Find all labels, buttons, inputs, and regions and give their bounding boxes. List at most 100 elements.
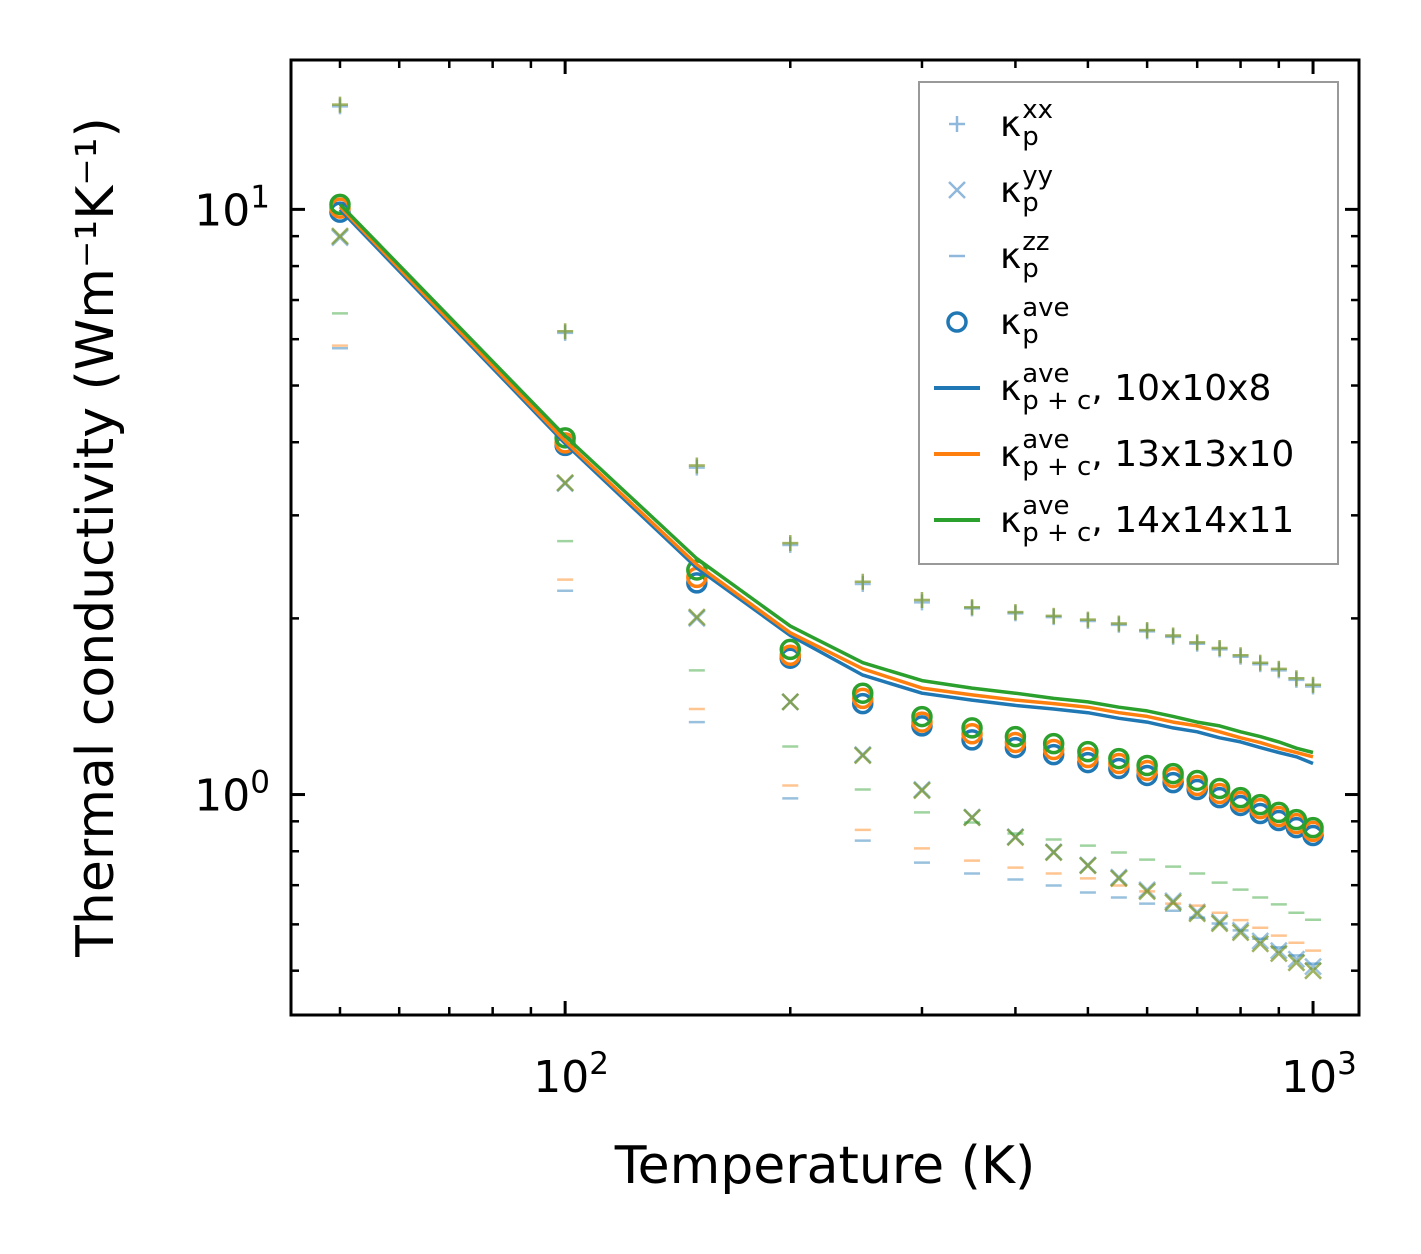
kyy-point-b: [1006, 828, 1025, 847]
kyy-point-a: [1304, 957, 1322, 976]
kxx-point: [1211, 640, 1228, 657]
kave-series-14x14x11: [329, 193, 1324, 839]
kyy-point-a: [1138, 882, 1157, 901]
legend-superscript: ave: [1022, 425, 1070, 456]
kave-point: [1268, 801, 1290, 824]
kxx-point: [1305, 676, 1322, 693]
kyy-point: [1164, 893, 1182, 912]
kyy-point-b: [1251, 934, 1270, 953]
legend-entry: κ xx p: [920, 91, 1053, 157]
kyy-point: [1287, 953, 1306, 972]
legend-superscript: ave: [1022, 293, 1070, 324]
kave-point-ring: [911, 705, 933, 728]
kave-point-ring: [1004, 731, 1027, 754]
kyy-point: [1164, 892, 1182, 910]
kyy-point-a: [1109, 869, 1128, 888]
kyy-point-a: [853, 746, 872, 765]
kyy-point-b: [1287, 953, 1306, 972]
kyy-point: [1138, 881, 1157, 899]
kyy-point-a: [1044, 843, 1063, 862]
kxx-point: [913, 594, 930, 611]
line-marker-icon: [934, 452, 980, 456]
kyy-point: [781, 692, 800, 711]
kyy-point: [963, 808, 981, 827]
line-marker-icon: [934, 386, 980, 390]
kave-point-ring: [1162, 762, 1184, 785]
kyy-point-b: [1304, 961, 1322, 980]
kave-point-ring: [961, 723, 983, 745]
kyy-point: [853, 745, 872, 764]
kxx-point: [854, 573, 871, 590]
legend-label: κ ave p + c, 13x13x10: [1000, 425, 1294, 482]
kxx-point: [1045, 609, 1062, 626]
kave-point-ring: [1186, 769, 1208, 792]
kyy-point: [1109, 868, 1128, 887]
kyy-point-b: [1079, 856, 1097, 875]
kave-point-ring: [961, 717, 983, 739]
kave-point-ring: [1004, 725, 1027, 748]
kave-point: [1136, 754, 1158, 777]
kxx-point: [1232, 647, 1249, 664]
legend-mesh-label: , 14x14x11: [1091, 499, 1295, 541]
tick-label-base: 10: [533, 1052, 589, 1103]
kyy-point-b: [1044, 842, 1063, 861]
kyy-point: [331, 228, 349, 247]
kyy-point: [963, 808, 981, 827]
kyy-point-a: [1079, 856, 1097, 874]
legend-key-line: [920, 434, 1000, 474]
kyy-point-a: [913, 781, 931, 800]
kave-point: [1229, 786, 1252, 809]
kyy-point-b: [1138, 882, 1157, 901]
legend-subscript: p + c: [1022, 452, 1092, 482]
kyy-point-b: [963, 808, 981, 826]
kxx-point: [782, 535, 799, 552]
kyy-point: [1304, 961, 1322, 980]
kyy-point-a: [1269, 944, 1288, 963]
kyy-point: [853, 746, 872, 765]
kyy-point-b: [1231, 921, 1250, 940]
kyy-point: [1231, 923, 1250, 942]
kyy-point-a: [963, 808, 981, 827]
kyy-point-a: [1044, 843, 1063, 862]
kyy-point: [1188, 904, 1207, 923]
legend-label: κ ave p: [1000, 293, 1070, 350]
kyy-point-b: [1164, 893, 1182, 912]
kyy-point-a: [1304, 961, 1322, 980]
kyy-point-a: [1188, 903, 1207, 921]
kyy-point: [1269, 944, 1288, 963]
kxx-point: [1189, 635, 1206, 652]
kyy-point-b: [556, 474, 575, 493]
kyy-point-b: [1164, 893, 1182, 912]
kyy-point-b: [1231, 923, 1250, 942]
kyy-point-b: [556, 473, 575, 492]
legend-entry: κ zz p: [920, 223, 1050, 289]
kxx-point: [1305, 676, 1322, 693]
kave-point: [1042, 738, 1065, 761]
kave-point-ring: [1302, 816, 1324, 839]
kave-point-ring: [1249, 793, 1272, 816]
kave-point: [1004, 731, 1027, 754]
kxx-point: [1232, 647, 1249, 664]
kave-point: [1042, 732, 1065, 755]
y-tick-label: 101: [194, 179, 270, 236]
kxx-point: [782, 536, 799, 553]
kave-point-ring: [1042, 732, 1065, 755]
kyy-point: [853, 746, 872, 765]
tick-label-exponent: 1: [250, 179, 270, 215]
kyy-point-a: [1287, 950, 1306, 969]
kyy-point: [963, 808, 981, 826]
kxx-point: [1288, 670, 1305, 687]
kyy-point-a: [331, 227, 349, 246]
kxx-point: [1079, 612, 1096, 629]
kyy-point-a: [1210, 914, 1229, 933]
kyy-point-a: [1210, 914, 1229, 933]
kyy-point-a: [1269, 941, 1288, 960]
kyy-point-b: [1251, 934, 1270, 953]
kxx-point: [964, 600, 981, 617]
kyy-point-a: [1006, 827, 1025, 846]
legend-label: κ ave p + c, 10x10x8: [1000, 361, 1271, 413]
kxx-point: [557, 323, 574, 340]
legend-subscript: p: [1022, 320, 1039, 350]
kyy-point: [556, 474, 575, 493]
